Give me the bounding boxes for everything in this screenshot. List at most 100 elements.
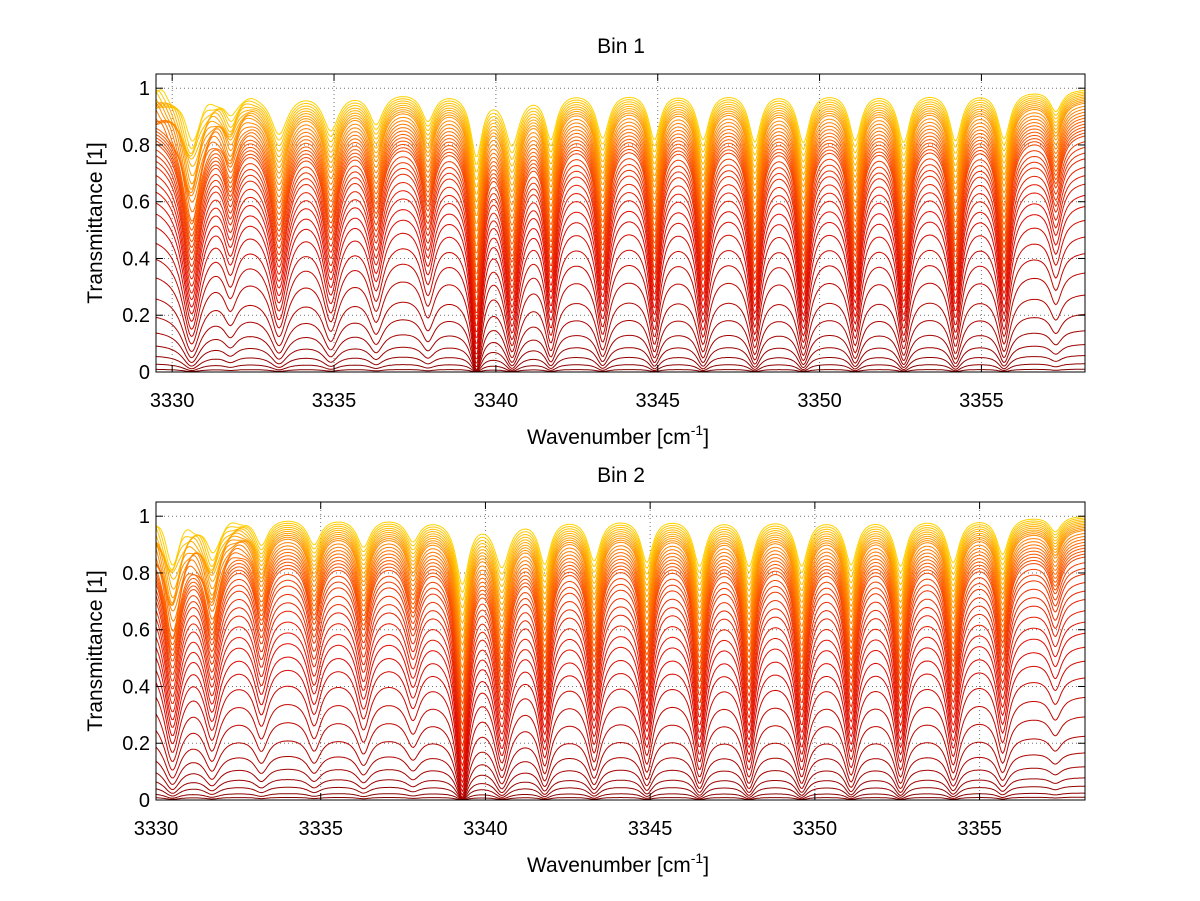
transmittance-series [156,120,1085,261]
transmittance-series [156,272,1085,368]
transmittance-series [156,660,1085,789]
transmittance-series [156,716,1085,799]
transmittance-series [156,111,1085,239]
transmittance-series [156,525,1085,632]
y-axis-ticks: 0 0.2 0.4 0.6 0.8 1 [122,506,1085,812]
transmittance-series [156,152,1085,314]
transmittance-series [156,538,1085,677]
transmittance-series [156,330,1085,372]
chart-title: Bin 2 [597,464,645,487]
transmittance-series [156,206,1085,350]
transmittance-series [156,646,1085,784]
x-axis-label: Wavenumber [cm-1] [527,850,709,877]
x-tick-label: 3350 [793,818,838,840]
x-axis-label: Wavenumber [cm-1] [527,422,709,449]
transmittance-series [156,141,1085,301]
transmittance-series [156,766,1085,800]
chart-panel-bin-1: Bin 1 3330 3335 3340 3345 3350 3355 0 0.2 0.4 0.… [84,35,1086,449]
transmittance-series [156,91,1085,173]
transmittance-series [156,117,1085,254]
transmittance-series [156,590,1085,754]
transmittance-series [156,582,1085,747]
transmittance-series [156,166,1085,326]
transmittance-series [156,621,1085,773]
transmittance-series [156,344,1085,372]
transmittance-series [156,532,1085,662]
x-tick-label: 3330 [150,390,195,412]
transmittance-series [156,515,1085,586]
transmittance-series [156,194,1085,344]
transmittance-series [156,99,1085,202]
y-tick-label: 0.2 [122,733,150,755]
transmittance-series [156,236,1085,360]
x-tick-label: 3340 [474,390,519,412]
transmittance-series [156,522,1085,617]
axes-box [155,501,1086,801]
y-tick-label: 0 [139,790,150,812]
transmittance-series [156,368,1085,372]
transmittance-series [156,677,1085,793]
x-tick-label: 3345 [628,818,673,840]
transmittance-series [156,253,1085,364]
transmittance-series [156,114,1085,247]
transmittance-series [156,550,1085,705]
transmittance-series [156,519,1085,601]
transmittance-traces [156,515,1085,800]
transmittance-series [156,632,1085,779]
transmittance-series [156,355,1085,372]
transmittance-series [156,796,1085,800]
transmittance-series [156,313,1085,371]
x-tick-label: 3350 [797,390,842,412]
y-tick-label: 0.6 [122,192,150,214]
transmittance-series [156,553,1085,712]
x-tick-label: 3355 [959,390,1004,412]
transmittance-series [156,96,1085,188]
y-tick-label: 0.4 [122,248,150,270]
x-tick-label: 3340 [463,818,508,840]
transmittance-series [156,294,1085,370]
transmittance-series [156,363,1085,372]
transmittance-series [156,792,1085,800]
transmittance-series [156,135,1085,294]
transmittance-series [156,541,1085,684]
transmittance-series [156,108,1085,232]
chart-panel-bin-2: Bin 2 3330 3335 3340 3345 3350 3355 0 0.2 0.4 0.… [84,464,1086,877]
transmittance-series [156,535,1085,669]
y-tick-label: 0.8 [122,135,150,157]
transmittance-series [156,777,1085,800]
transmittance-series [156,567,1085,733]
transmittance-series [156,132,1085,287]
transmittance-series [156,610,1085,767]
transmittance-series [156,94,1085,180]
transmittance-series [156,175,1085,333]
transmittance-series [156,219,1085,355]
transmittance-series [156,520,1085,609]
transmittance-series [156,89,1085,157]
y-tick-label: 0.6 [122,620,150,642]
transmittance-series [156,523,1085,624]
x-axis-ticks: 3330 3335 3340 3345 3350 3355 [134,502,1002,840]
transmittance-series [156,146,1085,307]
x-tick-label: 3345 [635,390,680,412]
x-tick-label: 3335 [312,390,357,412]
transmittance-series [156,123,1085,268]
transmittance-series [156,752,1085,800]
transmittance-series [156,530,1085,654]
transmittance-series [156,89,1085,165]
transmittance-series [156,526,1085,639]
x-tick-label: 3330 [134,818,179,840]
chart-title: Bin 1 [597,35,645,58]
transmittance-series [156,101,1085,209]
transmittance-series [156,126,1085,274]
transmittance-series [156,599,1085,761]
x-axis-ticks: 3330 3335 3340 3345 3350 3355 [150,74,1004,412]
transmittance-series [156,573,1085,740]
transmittance-series [156,105,1085,224]
transmittance-series [156,129,1085,281]
transmittance-series [156,183,1085,339]
x-tick-label: 3335 [298,818,343,840]
axes-box [155,73,1086,373]
y-tick-label: 0.4 [122,676,150,698]
y-tick-label: 0 [139,362,150,384]
